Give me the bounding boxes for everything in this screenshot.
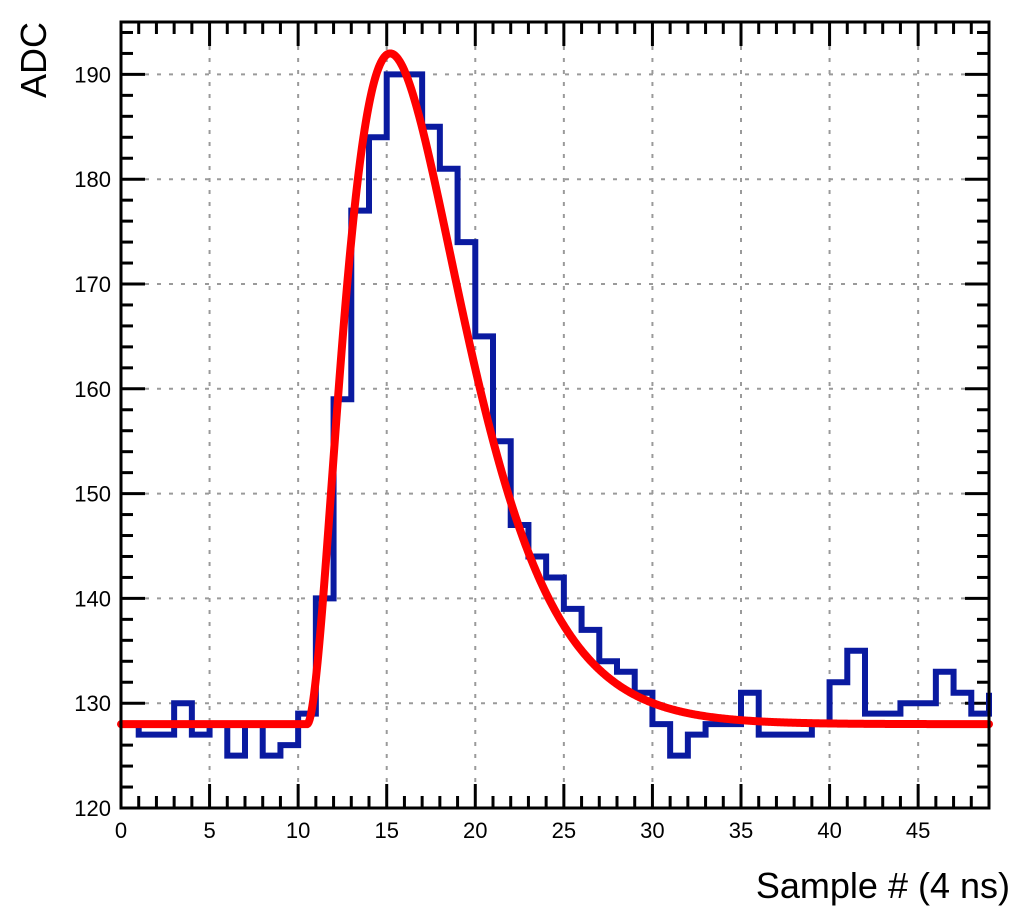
x-tick-label: 0 <box>115 818 127 843</box>
x-tick-label: 10 <box>286 818 310 843</box>
x-tick-label: 25 <box>552 818 576 843</box>
y-axis-title: ADC <box>13 22 54 98</box>
histogram-series <box>121 71 992 759</box>
x-tick-label: 40 <box>817 818 841 843</box>
tick-labels: 0 5 10 15 20 25 30 35 40 45 120 130 140 150 160 170 180 1… <box>74 62 930 843</box>
x-tick-label: 35 <box>729 818 753 843</box>
y-tick-label: 160 <box>74 377 111 402</box>
y-tick-label: 170 <box>74 272 111 297</box>
plot-frame <box>119 20 991 810</box>
y-tick-label: 180 <box>74 167 111 192</box>
x-tick-label: 45 <box>906 818 930 843</box>
x-tick-label: 20 <box>463 818 487 843</box>
axis-ticks <box>119 22 991 810</box>
x-tick-label: 30 <box>640 818 664 843</box>
y-tick-label: 140 <box>74 586 111 611</box>
y-tick-label: 150 <box>74 482 111 507</box>
x-tick-label: 5 <box>203 818 215 843</box>
grid <box>121 22 989 808</box>
x-axis-title: Sample # (4 ns) <box>756 865 1010 906</box>
fit-curve <box>117 49 993 729</box>
y-tick-label: 190 <box>74 62 111 87</box>
y-tick-label: 120 <box>74 796 111 821</box>
y-tick-label: 130 <box>74 691 111 716</box>
x-tick-label: 15 <box>374 818 398 843</box>
